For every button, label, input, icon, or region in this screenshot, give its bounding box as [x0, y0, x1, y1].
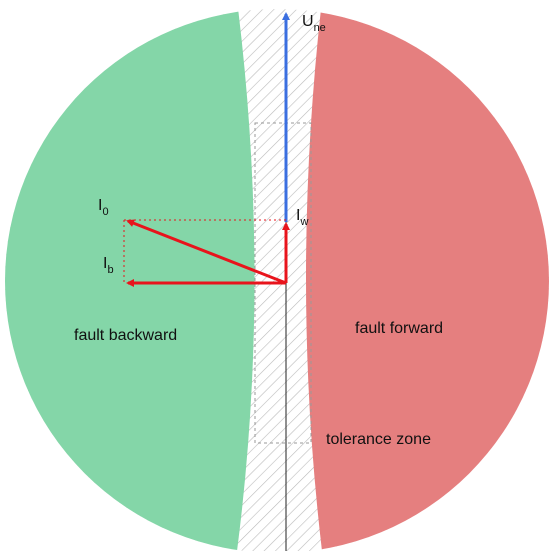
- i0-vector: [126, 219, 287, 285]
- region-label: fault backward: [74, 327, 177, 344]
- region-label: tolerance zone: [326, 431, 431, 448]
- iw-label: Iw: [296, 207, 308, 228]
- backward-region: [5, 9, 255, 551]
- ib-label: Ib: [103, 255, 114, 276]
- une-label: Une: [302, 13, 326, 34]
- i0-label: I0: [98, 197, 109, 218]
- tolerance-box: [254, 122, 312, 444]
- region-label: fault forward: [355, 320, 443, 337]
- forward-region: [306, 9, 549, 551]
